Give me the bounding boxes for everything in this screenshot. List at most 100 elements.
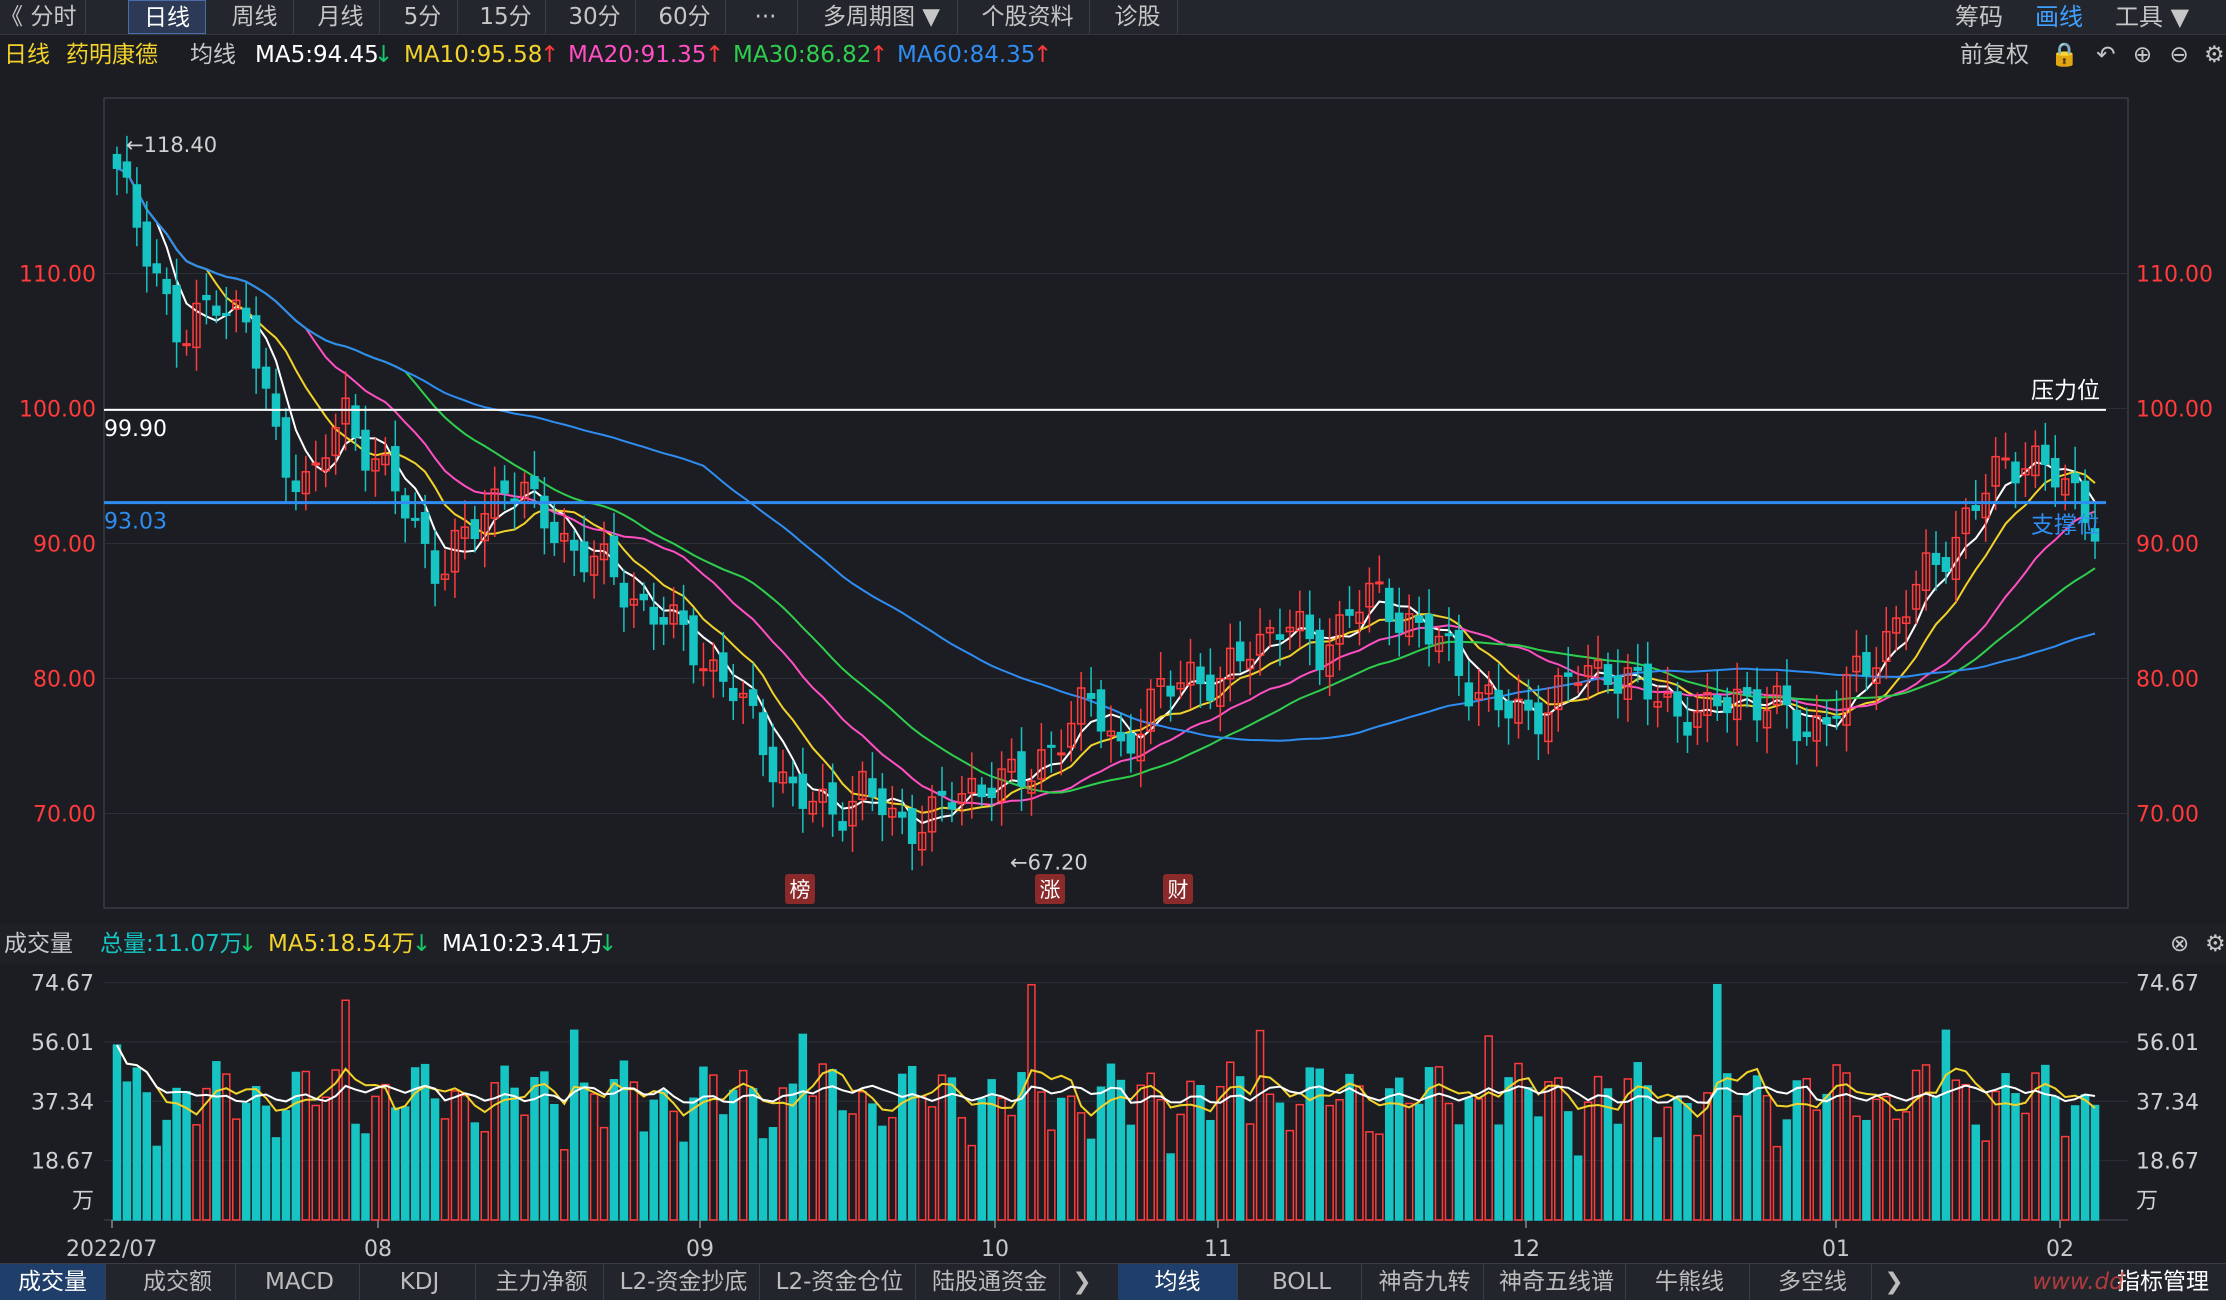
volume-bar [1365, 1131, 1374, 1221]
volume-tick-right: 37.34 [2136, 1090, 2199, 1115]
candle-body [232, 299, 241, 310]
tab-stock-info[interactable]: 个股资料 [966, 0, 1090, 34]
candle-body [967, 777, 977, 794]
undo-icon[interactable]: ↶ [2096, 42, 2116, 68]
tab-magic-five[interactable]: 神奇五线谱 [1488, 1264, 1626, 1300]
tab-boll[interactable]: BOLL [1242, 1264, 1362, 1300]
candle-body [987, 787, 996, 799]
volume-chart[interactable]: 74.67 74.67 56.01 56.01 37.34 37.34 18.67 18.67… [0, 964, 2226, 1263]
tab-30min[interactable]: 30分 [554, 0, 636, 34]
candle-body [1206, 674, 1215, 701]
volume-bar [1732, 1115, 1742, 1221]
volume-bar [2051, 1096, 2060, 1221]
volume-bar [1583, 1101, 1593, 1221]
volume-bar [500, 1065, 509, 1221]
price-chart[interactable]: 110.00 110.00 100.00 100.00 90.00 90.00 80.00 8… [0, 74, 2226, 924]
tab-bull-bear[interactable]: 牛熊线 [1630, 1264, 1750, 1300]
candle-body [1116, 731, 1126, 742]
volume-bar [1742, 1093, 1752, 1221]
candle-body [1981, 492, 1990, 519]
volume-bar [2031, 1072, 2040, 1221]
candle-body [907, 808, 917, 844]
y-tick-label-left: 80.00 [33, 668, 96, 693]
volume-bar [1713, 983, 1722, 1221]
candle-body [977, 784, 986, 798]
multi-period-dropdown[interactable]: 多周期图 ▼ [806, 0, 958, 34]
volume-bar [1703, 1092, 1712, 1221]
tab-diagnosis[interactable]: 诊股 [1098, 0, 1178, 34]
volume-bar [1882, 1095, 1891, 1221]
candle-body [1583, 665, 1593, 678]
candle-body [1514, 698, 1523, 724]
volume-bar [251, 1086, 261, 1221]
volume-bar [202, 1087, 211, 1221]
collapse-icon[interactable]: 《 [0, 4, 23, 30]
volume-bar [679, 1141, 688, 1221]
close-indicator-icon[interactable]: ⊗ [2170, 931, 2190, 957]
candle-body [212, 305, 221, 316]
tab-15min[interactable]: 15分 [466, 0, 546, 34]
settings-icon[interactable]: ⚙ [2204, 42, 2225, 68]
tab-macd[interactable]: MACD [240, 1264, 360, 1300]
more-periods-button[interactable]: ··· [734, 0, 798, 34]
volume-bar [1355, 1085, 1364, 1221]
candle-body [2041, 444, 2050, 466]
candle-body [1345, 609, 1354, 616]
tab-5min[interactable]: 5分 [388, 0, 458, 34]
indicator-manage-button[interactable]: 指标管理 [2117, 1269, 2209, 1295]
candle-body [460, 526, 470, 539]
volume-bar [400, 1106, 410, 1221]
indicator-settings-icon[interactable]: ⚙ [2205, 931, 2226, 957]
volume-bar [331, 1069, 340, 1221]
draw-line-button[interactable]: 画线 [2035, 3, 2083, 31]
volume-bar [1007, 1114, 1016, 1221]
scroll-right-icon[interactable]: ❯ [1072, 1269, 1092, 1295]
volume-bar [192, 1124, 201, 1221]
tab-minute[interactable]: 分时 [22, 0, 86, 34]
tab-kdj[interactable]: KDJ [364, 1264, 476, 1300]
tab-monthly[interactable]: 月线 [302, 0, 380, 34]
volume-bar [212, 1061, 221, 1221]
tab-turnover[interactable]: 成交额 [120, 1264, 236, 1300]
tools-dropdown[interactable]: 工具 ▼ [2115, 3, 2190, 31]
tab-daily[interactable]: 日线 [128, 0, 206, 34]
adjust-button[interactable]: 前复权 [1960, 42, 2029, 68]
tab-weekly[interactable]: 周线 [216, 0, 294, 34]
tab-ma[interactable]: 均线 [1118, 1264, 1238, 1300]
volume-bar [162, 1119, 171, 1221]
tab-volume[interactable]: 成交量 [0, 1264, 106, 1300]
zoom-out-icon[interactable]: ⊖ [2169, 42, 2189, 68]
candle-body [241, 307, 251, 323]
volume-bar [1872, 1098, 1881, 1221]
candle-body [738, 692, 748, 699]
candle-body [897, 811, 907, 818]
tab-60min[interactable]: 60分 [644, 0, 726, 34]
volume-bar [1971, 1124, 1980, 1221]
tab-l2-position[interactable]: L2-资金仓位 [764, 1264, 916, 1300]
volume-total-arrow-icon: ↓ [238, 931, 258, 957]
date-tick-label: 02 [2046, 1237, 2074, 1262]
tab-main-net[interactable]: 主力净额 [480, 1264, 604, 1300]
ma-mode-label[interactable]: 均线 [190, 42, 236, 68]
tab-northbound[interactable]: 陆股通资金 [920, 1264, 1060, 1300]
volume-legend: 成交量 总量:11.07万 ↓ MA5:18.54万 ↓ MA10:23.41万… [0, 924, 2226, 964]
price-axis: 110.00 110.00 100.00 100.00 90.00 90.00 80.00 8… [19, 263, 2213, 828]
chips-button[interactable]: 筹码 [1955, 3, 2003, 31]
tab-long-short[interactable]: 多空线 [1754, 1264, 1872, 1300]
tab-magic-nine[interactable]: 神奇九转 [1366, 1264, 1484, 1300]
volume-bar [1504, 1077, 1513, 1221]
candle-body [1534, 702, 1543, 735]
ma10-line [116, 167, 2096, 814]
volume-bar [271, 1137, 281, 1221]
ma5-line [116, 167, 2096, 825]
lock-icon[interactable]: 🔒 [2050, 42, 2079, 68]
volume-bar [907, 1065, 917, 1221]
volume-bar [868, 1103, 877, 1221]
volume-bar [1822, 1093, 1831, 1221]
volume-bar [301, 1070, 311, 1221]
tab-l2-bottom[interactable]: L2-资金抄底 [608, 1264, 760, 1300]
volume-bar [351, 1123, 360, 1221]
scroll-right-icon-2[interactable]: ❯ [1884, 1269, 1904, 1295]
zoom-in-icon[interactable]: ⊕ [2132, 42, 2153, 68]
